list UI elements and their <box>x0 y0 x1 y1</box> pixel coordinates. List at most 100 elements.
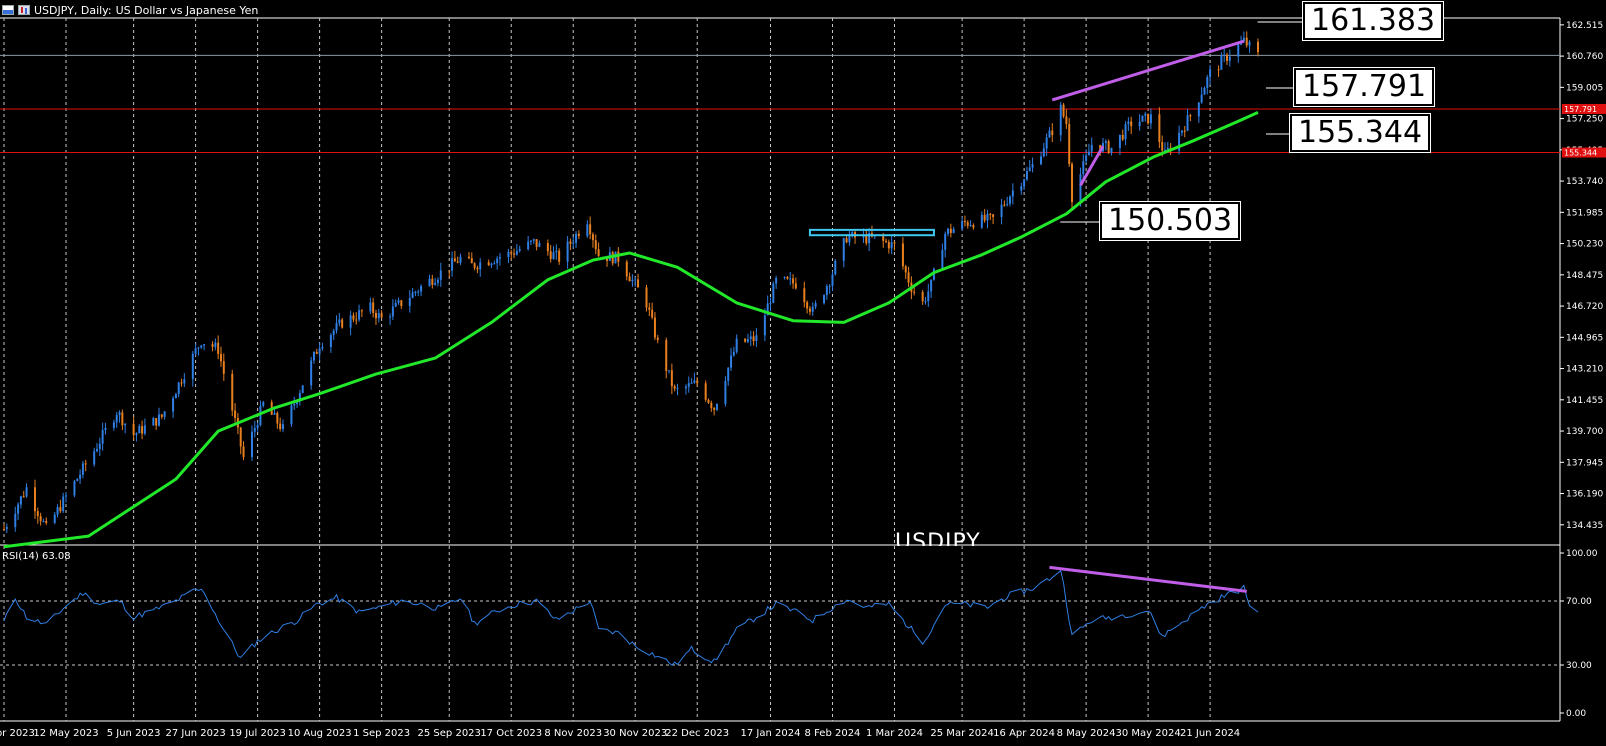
candle-body <box>952 229 955 233</box>
candle-body <box>1183 130 1186 132</box>
candle-body <box>676 388 679 390</box>
candle-body <box>329 335 332 348</box>
candle-body <box>487 262 490 266</box>
candle-body <box>591 234 594 241</box>
y-tick-label: 157.250 <box>1566 115 1603 125</box>
candle-body <box>39 516 42 522</box>
rsi-tick-label: 100.00 <box>1566 549 1598 559</box>
candle-body <box>1130 121 1133 127</box>
candle-body <box>651 309 654 318</box>
candle-body <box>253 427 256 432</box>
candle-body <box>219 353 222 362</box>
candle-body <box>315 351 318 354</box>
candle-body <box>217 342 220 354</box>
candle-body <box>5 527 8 530</box>
candle-body <box>848 236 851 243</box>
candle-body <box>828 285 831 287</box>
y-tick-label: 148.475 <box>1566 271 1603 281</box>
callout-150503: 150.503 <box>1098 201 1242 241</box>
candle-body <box>572 242 575 244</box>
candle-body <box>924 301 927 303</box>
candle-body <box>152 418 155 426</box>
candle-body <box>882 235 885 241</box>
candle-body <box>174 393 177 399</box>
candle-body <box>3 528 5 530</box>
candle-body <box>436 279 439 283</box>
candle-body <box>194 348 197 354</box>
candle-body <box>510 251 513 254</box>
candle-body <box>930 279 933 292</box>
candle-body <box>155 418 158 426</box>
candle-body <box>349 315 352 328</box>
candle-body <box>296 401 299 405</box>
candle-body <box>1206 77 1209 88</box>
candle-body <box>684 386 687 389</box>
candle-body <box>428 278 431 286</box>
candle-body <box>963 220 966 223</box>
level-price-tag-label: 155.344 <box>1564 149 1597 158</box>
candle-body <box>1025 170 1028 180</box>
candle-body <box>496 258 499 264</box>
candle-body <box>763 315 766 336</box>
rsi-tick-label: 30.00 <box>1566 661 1592 671</box>
candle-body <box>1121 134 1124 140</box>
y-tick-label: 150.230 <box>1566 240 1603 250</box>
candle-body <box>1090 144 1093 152</box>
candle-body <box>558 250 561 262</box>
x-tick-label: 20 Apr 2023 <box>0 728 35 739</box>
candle-body <box>566 241 569 262</box>
candle-body <box>1217 69 1220 71</box>
candle-body <box>318 348 321 354</box>
candle-body <box>515 250 518 255</box>
candle-body <box>1186 115 1189 131</box>
candle-body <box>1144 113 1147 116</box>
candle-body <box>518 249 521 251</box>
candle-body <box>490 263 493 266</box>
candle-body <box>814 303 817 307</box>
y-tick-label: 141.455 <box>1566 396 1603 406</box>
candle-body <box>885 240 888 242</box>
candle-body <box>704 383 707 400</box>
candle-body <box>62 496 65 512</box>
candle-body <box>124 423 127 426</box>
candle-body <box>389 316 392 318</box>
x-tick-label: 8 Nov 2023 <box>544 728 602 739</box>
candle-body <box>121 412 124 426</box>
candle-body <box>64 495 67 497</box>
candle-body <box>842 238 845 261</box>
candle-body <box>980 214 983 228</box>
candle-body <box>98 443 101 450</box>
candle-body <box>851 232 854 237</box>
y-tick-label: 139.700 <box>1566 427 1603 437</box>
y-tick-label: 146.720 <box>1566 302 1603 312</box>
chart-type-icon[interactable] <box>18 5 30 15</box>
x-tick-label: 30 May 2024 <box>1115 728 1180 739</box>
candle-body <box>321 347 324 349</box>
rsi-divergence-line <box>1049 565 1247 593</box>
candle-body <box>180 382 183 384</box>
callout-155344: 155.344 <box>1288 113 1432 153</box>
candle-body <box>1127 121 1130 125</box>
candle-body <box>420 285 423 292</box>
candle-body <box>513 253 516 255</box>
candle-body <box>1085 155 1088 162</box>
candle-body <box>352 315 355 320</box>
candle-body <box>1149 114 1152 124</box>
candle-body <box>1248 41 1251 46</box>
candle-body <box>690 382 693 384</box>
candle-body <box>431 278 434 285</box>
candle-body <box>637 279 640 288</box>
window-menu-icon[interactable] <box>2 5 14 15</box>
candle-body <box>25 487 28 497</box>
candle-body <box>377 313 380 319</box>
candle-body <box>532 239 535 241</box>
candle-body <box>529 240 532 242</box>
candle-body <box>527 241 530 250</box>
candle-body <box>1164 149 1167 151</box>
y-tick-label: 143.210 <box>1566 365 1603 375</box>
candle-body <box>56 507 59 515</box>
candle-body <box>1237 44 1240 57</box>
candle-body <box>1011 190 1014 197</box>
